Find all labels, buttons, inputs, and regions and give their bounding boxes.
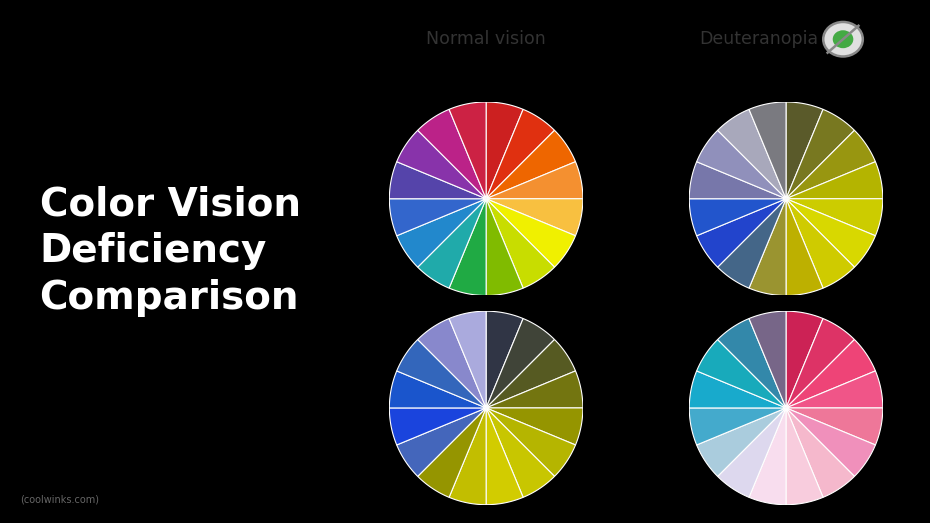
Polygon shape — [786, 319, 855, 408]
Polygon shape — [486, 109, 554, 199]
Polygon shape — [390, 408, 486, 445]
Polygon shape — [749, 311, 786, 408]
Polygon shape — [486, 319, 554, 408]
Polygon shape — [749, 199, 786, 295]
Circle shape — [517, 231, 557, 266]
Polygon shape — [449, 199, 486, 295]
Polygon shape — [418, 109, 486, 199]
Polygon shape — [689, 371, 786, 408]
Polygon shape — [786, 109, 855, 199]
Polygon shape — [718, 199, 786, 288]
Polygon shape — [486, 408, 524, 505]
Polygon shape — [486, 408, 554, 497]
Polygon shape — [749, 408, 786, 505]
Polygon shape — [689, 162, 786, 199]
Text: Protanopia: Protanopia — [416, 240, 509, 257]
Polygon shape — [418, 199, 486, 288]
Polygon shape — [390, 199, 486, 236]
Polygon shape — [786, 408, 883, 445]
Text: (coolwinks.com): (coolwinks.com) — [20, 495, 99, 505]
Polygon shape — [486, 199, 554, 288]
Polygon shape — [486, 199, 576, 267]
Polygon shape — [786, 339, 875, 408]
Polygon shape — [486, 408, 576, 476]
Circle shape — [832, 30, 854, 48]
Polygon shape — [397, 408, 486, 476]
Polygon shape — [718, 109, 786, 199]
Polygon shape — [486, 371, 583, 408]
Polygon shape — [718, 408, 786, 497]
Polygon shape — [689, 199, 786, 236]
Polygon shape — [486, 199, 583, 236]
Text: Tritanopia: Tritanopia — [722, 240, 808, 257]
Circle shape — [832, 240, 854, 257]
Polygon shape — [449, 408, 486, 505]
Polygon shape — [418, 408, 486, 497]
Polygon shape — [390, 371, 486, 408]
Polygon shape — [486, 311, 524, 408]
Polygon shape — [486, 408, 583, 445]
Polygon shape — [486, 162, 583, 199]
Polygon shape — [786, 408, 823, 505]
Text: Normal vision: Normal vision — [426, 30, 546, 48]
Polygon shape — [786, 199, 875, 267]
Polygon shape — [449, 311, 486, 408]
Polygon shape — [390, 162, 486, 199]
Polygon shape — [749, 102, 786, 199]
Polygon shape — [486, 102, 524, 199]
Polygon shape — [786, 408, 855, 497]
Polygon shape — [397, 339, 486, 408]
Polygon shape — [486, 199, 524, 295]
Circle shape — [823, 231, 863, 266]
Polygon shape — [486, 130, 576, 199]
Circle shape — [823, 22, 863, 56]
Polygon shape — [786, 408, 875, 476]
Polygon shape — [786, 130, 875, 199]
Polygon shape — [786, 199, 883, 236]
Polygon shape — [486, 339, 576, 408]
Polygon shape — [786, 199, 855, 288]
Text: Deuteranopia: Deuteranopia — [699, 30, 818, 48]
Polygon shape — [697, 339, 786, 408]
Polygon shape — [718, 319, 786, 408]
Polygon shape — [397, 199, 486, 267]
Text: Color Vision
Deficiency
Comparison: Color Vision Deficiency Comparison — [40, 185, 300, 317]
Polygon shape — [786, 371, 883, 408]
Polygon shape — [697, 130, 786, 199]
Polygon shape — [786, 102, 823, 199]
Circle shape — [526, 240, 548, 257]
Polygon shape — [786, 311, 823, 408]
Polygon shape — [418, 319, 486, 408]
Polygon shape — [397, 130, 486, 199]
Polygon shape — [786, 199, 823, 295]
Polygon shape — [689, 408, 786, 445]
Polygon shape — [697, 408, 786, 476]
Polygon shape — [786, 162, 883, 199]
Polygon shape — [697, 199, 786, 267]
Polygon shape — [449, 102, 486, 199]
